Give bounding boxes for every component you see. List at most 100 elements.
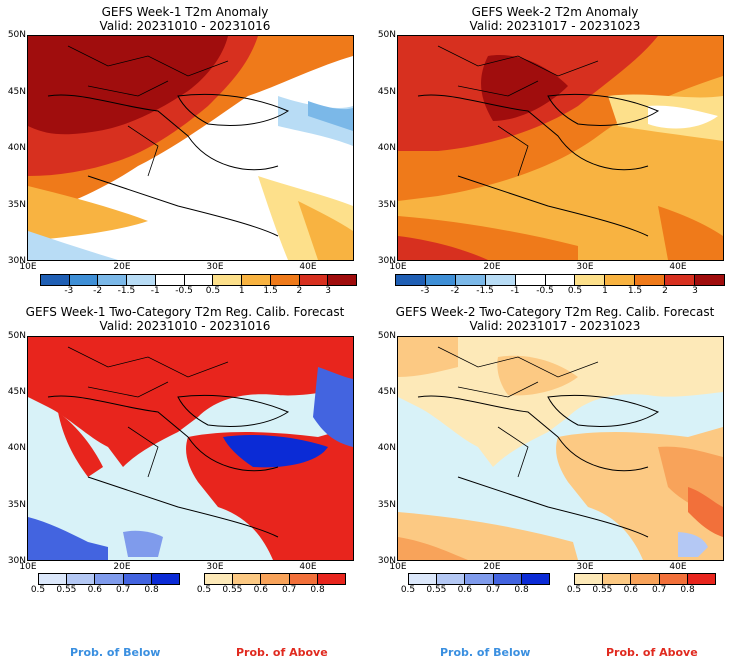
prob-below-label: Prob. of Below [440,646,531,659]
anomaly-map [397,35,724,261]
colorbar-swatch [184,275,214,285]
colorbar-tick-label: -1 [150,286,160,296]
lat-label: 35N [377,200,396,210]
colorbar-tick-label: 0.7 [486,585,501,595]
prob-above-label: Prob. of Above [606,646,698,659]
lon-label: 30E [206,262,224,272]
colorbar-tick-label: 0.55 [56,585,77,595]
lon-label: 10E [389,562,407,572]
colorbar-tick-label: 1 [238,286,245,296]
colorbar-tick-label: -1.5 [476,286,494,296]
lon-label: 10E [19,562,37,572]
colorbar-swatch [545,275,576,285]
colorbar-swatch [575,275,606,285]
lat-label: 30N [377,256,396,266]
colorbar-swatch [155,275,185,285]
lon-label: 10E [19,262,37,272]
colorbar-swatch [213,275,243,285]
prob-below-ticks: 0.5 0.55 0.6 0.7 0.8 [401,585,550,597]
colorbar-swatch [151,574,180,584]
anomaly-colorbar-ticks: -3 -2 -1.5 -1 -0.5 0.5 1 1.5 2 3 [40,286,357,298]
colorbar-swatch [39,574,68,584]
prob-above-colorbar [204,573,346,585]
lon-label: 20E [113,562,131,572]
prob-above-label: Prob. of Above [236,646,328,659]
anomaly-colorbar-ticks: -3 -2 -1.5 -1 -0.5 0.5 1 1.5 2 3 [395,286,725,298]
colorbar-swatch [299,275,329,285]
lat-label: 35N [377,500,396,510]
panel-week1-probability: GEFS Week-1 Two-Category T2m Reg. Calib.… [0,300,370,662]
colorbar-swatch [455,275,486,285]
colorbar-tick-label: 0.8 [680,585,695,595]
probability-map [397,336,724,561]
colorbar-tick-label: 1 [602,286,608,296]
colorbar-tick-label: 3 [692,286,698,296]
colorbar-tick-label: 0.8 [144,585,159,595]
colorbar-tick-label: -2 [93,286,103,296]
lat-label: 45N [377,87,396,97]
colorbar-tick-label: 0.8 [514,585,529,595]
colorbar-tick-label: -2 [450,286,460,296]
lon-label: 30E [576,562,594,572]
colorbar-swatch [261,574,290,584]
colorbar-swatch [205,574,234,584]
colorbar-tick-label: 0.7 [652,585,667,595]
panel-title: GEFS Week-1 Two-Category T2m Reg. Calib.… [25,305,345,319]
colorbar-swatch [521,574,550,584]
lat-label: 50N [7,331,26,341]
colorbar-tick-label: 0.8 [310,585,325,595]
colorbar-swatch [41,275,70,285]
colorbar-tick-label: -0.5 [536,286,554,296]
colorbar-tick-label: 0.7 [116,585,131,595]
colorbar-swatch [659,574,688,584]
probability-map-graphic [28,337,353,560]
colorbar-swatch [242,275,271,285]
lat-label: 40N [377,143,396,153]
panel-valid-dates: Valid: 20231017 - 20231023 [469,19,641,33]
colorbar-swatch [233,574,262,584]
colorbar-swatch [425,275,456,285]
lat-label: 35N [7,500,26,510]
prob-above-colorbar [574,573,716,585]
lat-label: 45N [7,387,26,397]
colorbar-swatch [465,574,494,584]
lon-label: 40E [669,262,687,272]
lat-label: 50N [377,331,396,341]
probability-map-graphic [398,337,723,560]
colorbar-tick-label: 0.7 [282,585,297,595]
prob-below-colorbar [38,573,180,585]
colorbar-tick-label: -3 [64,286,74,296]
colorbar-swatch [695,275,724,285]
colorbar-swatch [317,574,346,584]
anomaly-map-graphic [28,36,353,260]
lat-label: 45N [7,87,26,97]
lat-label: 50N [377,30,396,40]
lon-label: 20E [113,262,131,272]
colorbar-swatch [437,574,466,584]
prob-above-ticks: 0.5 0.55 0.6 0.7 0.8 [567,585,716,597]
colorbar-swatch [409,574,438,584]
panel-valid-dates: Valid: 20231010 - 20231016 [99,319,271,333]
lon-label: 10E [389,262,407,272]
colorbar-swatch [289,574,318,584]
colorbar-tick-label: 2 [296,286,303,296]
lat-label: 35N [7,200,26,210]
colorbar-tick-label: 1.5 [263,286,278,296]
anomaly-map [27,35,354,261]
lat-label: 40N [7,443,26,453]
colorbar-swatch [631,574,660,584]
colorbar-swatch [98,275,128,285]
colorbar-tick-label: 0.5 [30,585,46,595]
colorbar-swatch [493,574,522,584]
colorbar-swatch [396,275,426,285]
colorbar-swatch [67,574,96,584]
lat-label: 30N [7,256,26,266]
panel-week1-anomaly: GEFS Week-1 T2m Anomaly Valid: 20231010 … [0,0,370,300]
lat-label: 30N [377,556,396,566]
colorbar-swatch [665,275,696,285]
prob-below-ticks: 0.5 0.55 0.6 0.7 0.8 [31,585,180,597]
colorbar-swatch [95,574,124,584]
colorbar-swatch [485,275,516,285]
colorbar-swatch [69,275,99,285]
colorbar-swatch [687,574,716,584]
